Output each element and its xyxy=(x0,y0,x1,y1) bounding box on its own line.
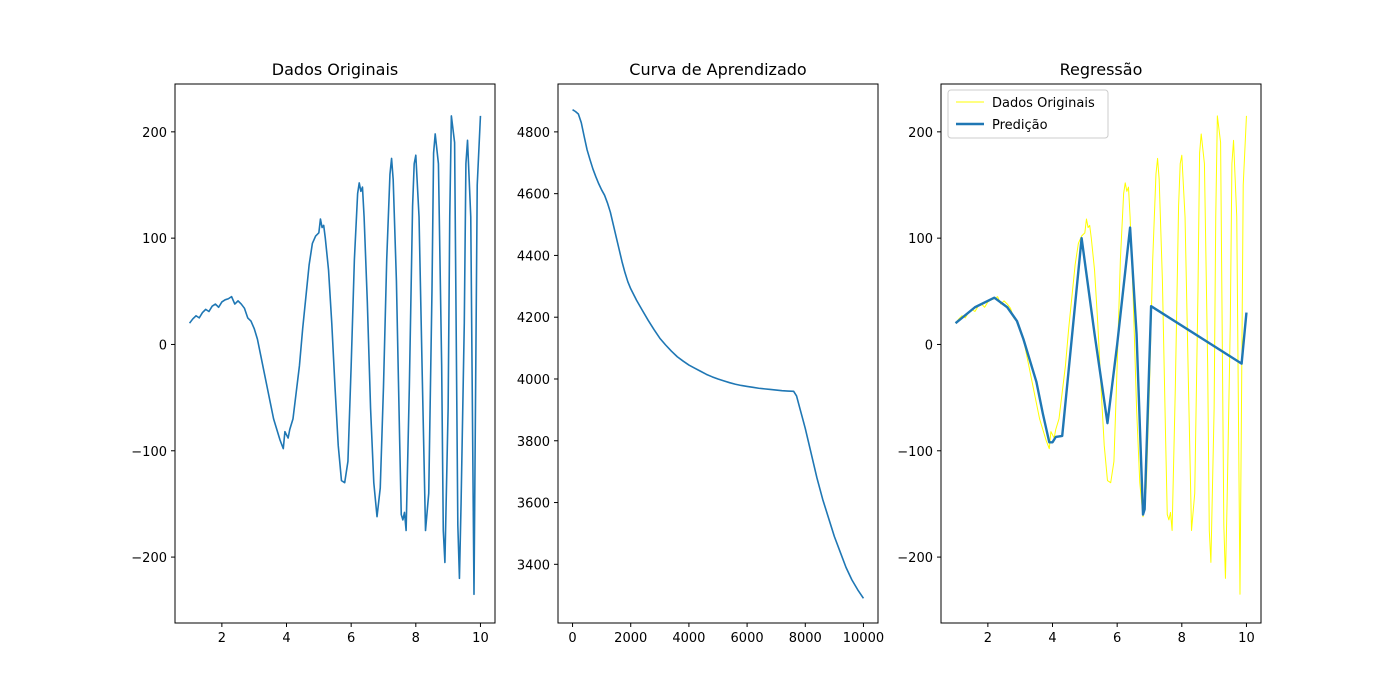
y-tick-label: 3400 xyxy=(517,558,550,573)
x-tick-label: 10 xyxy=(1238,631,1255,646)
x-tick-label: 6 xyxy=(1113,631,1121,646)
x-tick-label: 2000 xyxy=(614,631,647,646)
x-tick-label: 8 xyxy=(412,631,420,646)
axes-frame xyxy=(557,83,879,624)
axes-frame xyxy=(174,83,496,624)
x-tick-label: 8000 xyxy=(789,631,822,646)
series-line xyxy=(188,115,482,596)
y-tick-label: −100 xyxy=(131,445,167,460)
y-tick-label: 4200 xyxy=(517,311,550,326)
y-tick-label: 200 xyxy=(908,126,933,141)
chart-title: Regressão xyxy=(1060,60,1143,79)
y-tick-label: −100 xyxy=(897,445,933,460)
subplot-dados-originais: Dados Originais 2 4 6 8 10 −200 −100 0 100 200 xyxy=(131,60,496,646)
y-tick-label: −200 xyxy=(131,551,167,566)
series-line xyxy=(572,108,865,599)
y-tick-label: 3600 xyxy=(517,497,550,512)
y-tick-label: 0 xyxy=(925,338,933,353)
y-tick-label: 200 xyxy=(142,126,167,141)
x-tick-label: 2 xyxy=(984,631,992,646)
legend-box xyxy=(947,89,1109,139)
chart-title: Dados Originais xyxy=(272,60,398,79)
x-tick-label: 4 xyxy=(1048,631,1056,646)
legend-label-dados-originais: Dados Originais xyxy=(992,96,1095,111)
y-tick-label: 100 xyxy=(908,232,933,247)
x-tick-label: 0 xyxy=(568,631,576,646)
legend: Dados Originais Predição xyxy=(947,89,1109,139)
y-tick-label: 0 xyxy=(159,338,167,353)
legend-label-predicao: Predição xyxy=(992,118,1048,133)
x-tick-label: 10 xyxy=(472,631,489,646)
subplot-curva-de-aprendizado: Curva de Aprendizado 0 2000 4000 6000 8000 100… xyxy=(517,60,884,646)
y-tick-label: 4600 xyxy=(517,188,550,203)
x-tick-label: 2 xyxy=(218,631,226,646)
axes-frame xyxy=(940,83,1262,624)
y-tick-label: 4400 xyxy=(517,249,550,264)
subplot-regressao: Regressão 2 4 6 8 10 −200 −100 0 100 200 Dados Orig… xyxy=(897,60,1262,646)
y-tick-label: 4800 xyxy=(517,126,550,141)
x-tick-label: 4000 xyxy=(672,631,705,646)
x-tick-label: 8 xyxy=(1178,631,1186,646)
x-tick-label: 6000 xyxy=(731,631,764,646)
y-tick-label: 100 xyxy=(142,232,167,247)
x-tick-label: 10000 xyxy=(843,631,884,646)
y-tick-label: 3800 xyxy=(517,435,550,450)
x-tick-label: 6 xyxy=(347,631,355,646)
y-tick-label: 4000 xyxy=(517,373,550,388)
y-tick-label: −200 xyxy=(897,551,933,566)
series-line-predicao xyxy=(954,226,1248,516)
x-tick-label: 4 xyxy=(282,631,290,646)
chart-title: Curva de Aprendizado xyxy=(629,60,806,79)
